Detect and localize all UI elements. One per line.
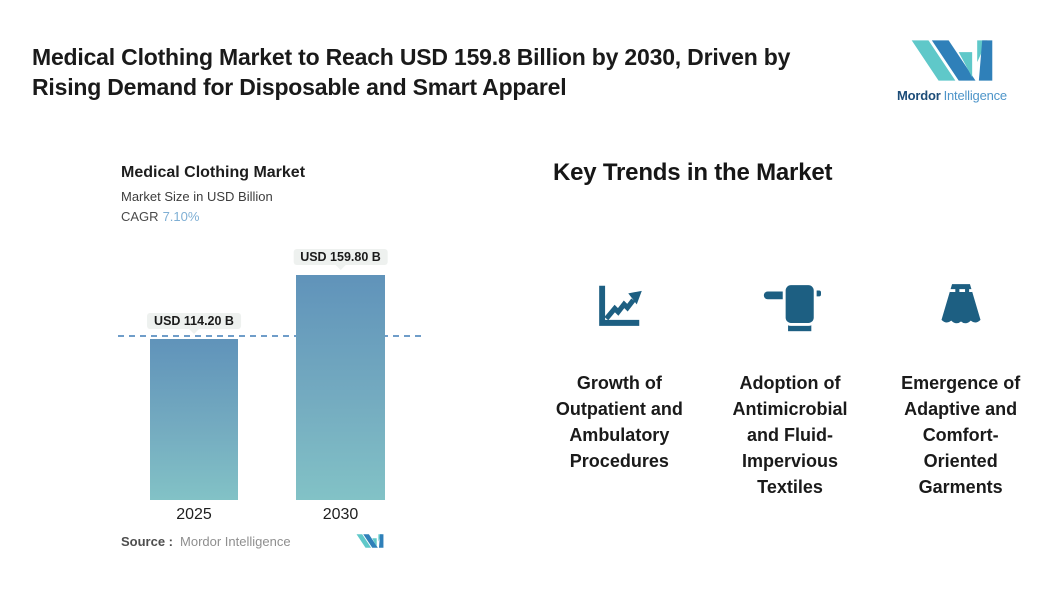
bar-value-label: USD 114.20 B bbox=[147, 313, 241, 329]
brand-wordmark: Mordor Intelligence bbox=[897, 88, 1007, 103]
line-chart-up-icon bbox=[599, 285, 643, 326]
brand-name-bold: Mordor bbox=[897, 88, 941, 103]
source-row: Source : Mordor Intelligence bbox=[121, 533, 384, 549]
x-axis-label: 2030 bbox=[322, 506, 359, 523]
page-title: Medical Clothing Market to Reach USD 159… bbox=[32, 44, 791, 100]
cagr-row: CAGR 7.10% bbox=[121, 209, 305, 224]
skirt-icon bbox=[941, 284, 981, 324]
source-value: Mordor Intelligence bbox=[180, 533, 291, 549]
trend-item-outpatient-growth: Growth of Outpatient and Ambulatory Proc… bbox=[534, 268, 705, 500]
mordor-logo-icon bbox=[911, 40, 993, 81]
brand-logo: Mordor Intelligence bbox=[893, 37, 1011, 103]
trend-caption: Emergence of Adaptive and Comfort- Orien… bbox=[901, 373, 1021, 497]
towel-icon bbox=[763, 282, 821, 332]
cagr-label: CAGR bbox=[121, 209, 159, 224]
mordor-logo-mark-small bbox=[356, 534, 384, 548]
bar-2030 bbox=[296, 275, 385, 500]
trend-caption: Adoption of Antimicrobial and Fluid- Imp… bbox=[732, 373, 848, 497]
bar-2025 bbox=[150, 339, 238, 500]
source-label: Source : bbox=[121, 533, 174, 549]
chart-subtitle: Market Size in USD Billion bbox=[121, 189, 273, 204]
brand-name-light: Intelligence bbox=[943, 88, 1008, 103]
trend-item-antimicrobial-textiles: Adoption of Antimicrobial and Fluid- Imp… bbox=[705, 268, 876, 500]
trends-heading: Key Trends in the Market bbox=[553, 159, 833, 186]
chart-title: Medical Clothing Market bbox=[121, 164, 306, 181]
trend-item-adaptive-garments: Emergence of Adaptive and Comfort- Orien… bbox=[875, 268, 1046, 500]
reference-dashed-line bbox=[118, 335, 425, 337]
bar-chart-plot: USD 114.20 B 2025 USD 159.80 B 2030 bbox=[118, 245, 425, 523]
chart-header: Medical Clothing Market Market Size in U… bbox=[121, 164, 305, 224]
bar-value-label: USD 159.80 B bbox=[293, 249, 388, 265]
trend-columns: Growth of Outpatient and Ambulatory Proc… bbox=[534, 268, 1046, 500]
cagr-value: 7.10% bbox=[162, 209, 200, 224]
x-axis-label: 2025 bbox=[176, 506, 212, 523]
trend-caption: Growth of Outpatient and Ambulatory Proc… bbox=[555, 373, 683, 471]
